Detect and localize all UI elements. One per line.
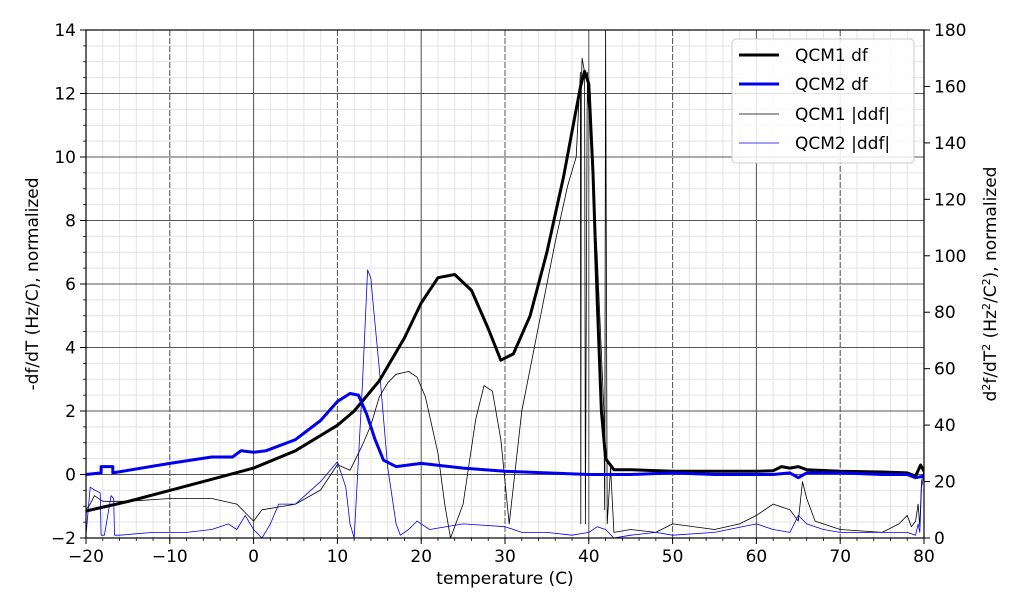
legend-label-qcm1-ddf: QCM1 |ddf| bbox=[795, 105, 890, 125]
left-y-tick-label: 4 bbox=[65, 339, 76, 359]
plot-series bbox=[86, 30, 924, 538]
left-y-tick-label: 12 bbox=[54, 85, 76, 105]
legend-label-qcm2-ddf: QCM2 |ddf| bbox=[795, 134, 890, 154]
right-y-axis-ticks: 0 20 40 60 80 100 120 140 160 180 bbox=[924, 21, 966, 549]
right-y-tick-label: 20 bbox=[934, 473, 956, 493]
x-tick-label: 70 bbox=[829, 547, 851, 567]
x-tick-label: 30 bbox=[494, 547, 516, 567]
legend-label-qcm2-df: QCM2 df bbox=[795, 75, 869, 95]
legend: QCM1 df QCM2 df QCM1 |ddf| QCM2 |ddf| bbox=[731, 38, 915, 164]
right-y-tick-label: 40 bbox=[934, 416, 956, 436]
right-y-tick-label: 0 bbox=[934, 529, 945, 549]
series-qcm1-ddf bbox=[86, 30, 924, 538]
left-y-axis-label: -df/dT (Hz/C), normalized bbox=[23, 177, 43, 390]
x-tick-label: 80 bbox=[913, 547, 935, 567]
series-qcm2-df bbox=[86, 392, 924, 480]
left-y-tick-label: 0 bbox=[65, 466, 76, 486]
left-y-tick-label: 2 bbox=[65, 402, 76, 422]
legend-box bbox=[731, 38, 915, 164]
left-y-axis-ticks: −2 0 2 4 6 8 10 12 14 bbox=[51, 21, 86, 549]
right-y-tick-label: 140 bbox=[934, 134, 966, 154]
left-y-tick-label: 14 bbox=[54, 21, 76, 41]
right-y-tick-label: 120 bbox=[934, 190, 966, 210]
right-y-tick-label: 100 bbox=[934, 247, 966, 267]
x-tick-label: 60 bbox=[746, 547, 768, 567]
x-tick-label: −20 bbox=[68, 547, 104, 567]
x-tick-label: 10 bbox=[327, 547, 349, 567]
series-qcm1-df bbox=[86, 69, 924, 513]
legend-label-qcm1-df: QCM1 df bbox=[795, 46, 869, 66]
x-axis-label: temperature (C) bbox=[436, 569, 573, 589]
right-y-tick-label: 60 bbox=[934, 360, 956, 380]
x-tick-label: −10 bbox=[152, 547, 188, 567]
left-y-tick-label: 8 bbox=[65, 212, 76, 232]
right-y-tick-label: 180 bbox=[934, 21, 966, 41]
x-tick-label: 20 bbox=[410, 547, 432, 567]
right-y-axis-label: d2f/dT2 (Hz2/C2), normalized bbox=[980, 167, 1002, 402]
left-y-tick-label: 10 bbox=[54, 148, 76, 168]
right-y-tick-label: 80 bbox=[934, 303, 956, 323]
right-y-tick-label: 160 bbox=[934, 77, 966, 97]
x-tick-label: 40 bbox=[578, 547, 600, 567]
x-tick-label: 0 bbox=[248, 547, 259, 567]
left-y-tick-label: −2 bbox=[51, 529, 76, 549]
x-axis-ticks: −20 −10 0 10 20 30 40 50 60 70 80 bbox=[68, 538, 935, 567]
left-y-tick-label: 6 bbox=[65, 275, 76, 295]
series-qcm2-ddf bbox=[86, 269, 924, 538]
x-tick-label: 50 bbox=[662, 547, 684, 567]
